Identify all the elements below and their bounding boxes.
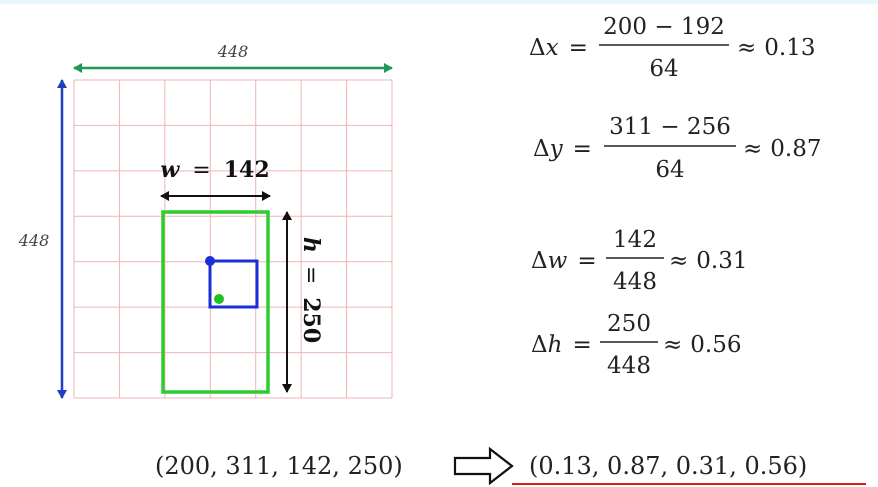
image-height-label: 448 bbox=[18, 231, 50, 250]
input-box-coords: (200, 311, 142, 250) bbox=[155, 452, 403, 480]
cell-corner-point bbox=[205, 256, 215, 266]
formula-dy-numerator: 311 − 256 bbox=[609, 114, 731, 140]
normalized-box-coords: (0.13, 0.87, 0.31, 0.56) bbox=[529, 452, 807, 480]
box-width-var: w bbox=[160, 157, 180, 183]
formula-dw: Δw = 142 448 ≈0.31 bbox=[531, 227, 748, 295]
image-width-label: 448 bbox=[217, 42, 249, 61]
box-width-value: 142 bbox=[224, 157, 270, 183]
formula-dh-rhs: ≈0.56 bbox=[663, 332, 742, 358]
formula-dx-rhs: ≈0.13 bbox=[737, 35, 816, 61]
box-width-label: w = 142 bbox=[160, 157, 269, 183]
formula-dh-denominator: 448 bbox=[607, 353, 651, 379]
box-height-label: h = 250 bbox=[298, 237, 324, 343]
box-center-point bbox=[214, 294, 224, 304]
formula-dx-numerator: 200 − 192 bbox=[603, 14, 725, 40]
formula-dx: Δx = 200 − 192 64 ≈0.13 bbox=[529, 14, 816, 82]
box-height-value: 250 bbox=[298, 297, 324, 343]
responsible-cell bbox=[208, 259, 259, 309]
box-width-eq: = bbox=[192, 158, 210, 183]
formula-dx-denominator: 64 bbox=[649, 56, 678, 82]
top-edge-strip bbox=[0, 0, 878, 4]
formula-dw-denominator: 448 bbox=[613, 269, 657, 295]
bounding-box bbox=[161, 210, 270, 394]
formula-dy-rhs: ≈0.87 bbox=[743, 136, 822, 162]
box-height-eq: = bbox=[298, 266, 323, 284]
formula-dw-lhs: Δw = bbox=[531, 248, 597, 274]
formula-dw-numerator: 142 bbox=[613, 227, 657, 253]
formula-dh-lhs: Δh = bbox=[531, 332, 592, 358]
formula-dy-lhs: Δy = bbox=[533, 136, 592, 162]
box-height-var: h bbox=[298, 237, 324, 253]
formula-dw-rhs: ≈0.31 bbox=[669, 248, 748, 274]
formula-dh: Δh = 250 448 ≈0.56 bbox=[531, 311, 742, 379]
formula-dy-denominator: 64 bbox=[655, 157, 684, 183]
formula-dh-numerator: 250 bbox=[607, 311, 651, 337]
formula-dy: Δy = 311 − 256 64 ≈0.87 bbox=[533, 114, 822, 183]
formula-dx-lhs: Δx = bbox=[529, 35, 588, 61]
image-grid bbox=[73, 79, 393, 399]
conversion-arrow-icon bbox=[453, 446, 514, 486]
